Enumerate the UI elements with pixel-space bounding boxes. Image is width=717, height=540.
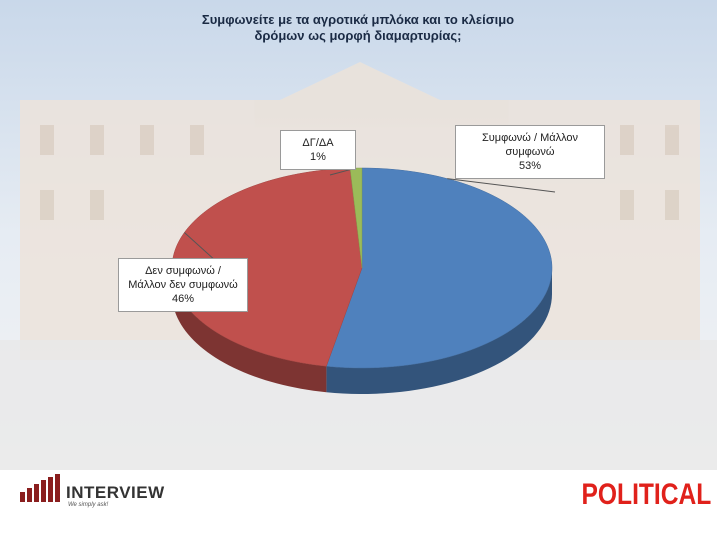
value-label: 1%: [310, 151, 326, 163]
category-label: Συμφωνώ / Μάλλον συμφωνώ: [481, 132, 579, 158]
chart-title: Συμφωνείτε με τα αγροτικά μπλόκα και το …: [201, 12, 515, 43]
leader-line: [447, 178, 556, 193]
callout: Δεν συμφωνώ / Μάλλον δεν συμφωνώ 46%: [118, 258, 248, 312]
agency-logo: INTERVIEW: [66, 483, 165, 502]
client-logo: POLITICAL: [581, 478, 711, 511]
pie: [171, 167, 553, 394]
agency-slogan: We simply ask!: [68, 502, 109, 508]
callout: ΔΓ/ΔΑ 1%: [280, 130, 356, 170]
value-label: 46%: [171, 293, 195, 305]
slice-side: [326, 268, 552, 394]
category-label: ΔΓ/ΔΑ: [302, 137, 334, 149]
slice-side: [172, 268, 327, 393]
callout: Συμφωνώ / Μάλλον συμφωνώ 53%: [455, 125, 605, 179]
slice: [326, 167, 553, 369]
category-label: Δεν συμφωνώ / Μάλλον δεν συμφωνώ: [128, 265, 238, 291]
value-label: 53%: [518, 160, 542, 172]
